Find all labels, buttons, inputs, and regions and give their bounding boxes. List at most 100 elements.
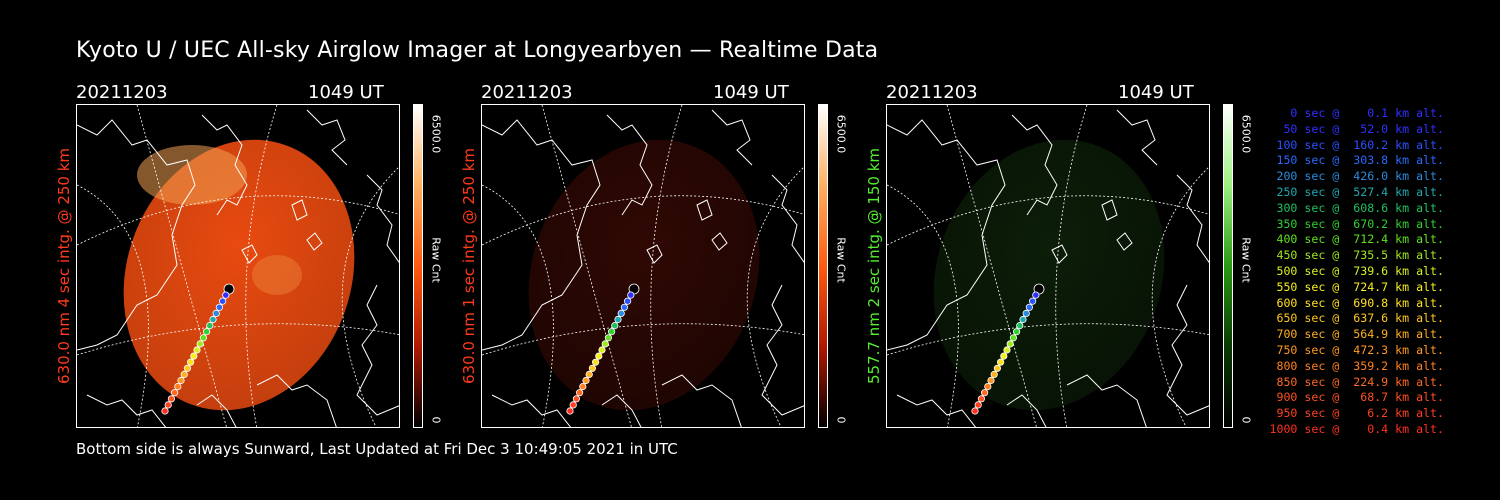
legend-row: 50 sec @ 52.0 km alt. — [1269, 121, 1444, 136]
legend-row: 150 sec @ 303.8 km alt. — [1269, 153, 1444, 168]
trajectory-point — [174, 382, 182, 391]
trajectory-point — [585, 370, 593, 378]
colorbar-max-label: 6500.0 — [429, 114, 443, 154]
panel-date: 20211203 — [886, 82, 978, 103]
trajectory-point — [203, 328, 211, 336]
trajectory-point — [620, 303, 628, 311]
colorbar-min-label-wrap: 0 — [1238, 410, 1254, 430]
map-gridline — [887, 184, 959, 427]
panel-date: 20211203 — [76, 82, 168, 103]
trajectory-point — [608, 328, 616, 336]
map-gridline — [482, 323, 804, 356]
coastline — [291, 199, 308, 221]
legend-row: 950 sec @ 6.2 km alt. — [1269, 406, 1444, 421]
legend-row: 0 sec @ 0.1 km alt. — [1269, 106, 1444, 120]
trajectory-point — [604, 334, 613, 342]
trajectory-point — [617, 309, 625, 317]
trajectory-point — [1029, 297, 1037, 305]
coastline — [1066, 374, 1147, 427]
coastline — [86, 394, 167, 427]
legend-row: 100 sec @ 160.2 km alt. — [1269, 137, 1444, 152]
coastline — [1011, 114, 1058, 216]
legend-row: 400 sec @ 712.4 km alt. — [1269, 232, 1444, 247]
trajectory-point — [981, 389, 989, 397]
trajectory-point — [161, 407, 169, 415]
map-gridline — [482, 195, 804, 246]
panel-ylabel: 630.0 nm 1 sec intg. @ 250 km — [460, 147, 478, 385]
trajectory-point — [566, 407, 574, 415]
trajectory-point — [595, 352, 603, 360]
imager-panel: 20211203 1049 UT 630.0 nm 4 sec intg. @ 25… — [55, 80, 506, 440]
map-gridline — [341, 166, 399, 427]
legend-row: 300 sec @ 608.6 km alt. — [1269, 200, 1444, 215]
colorbar-min-label: 0 — [834, 416, 848, 424]
map-gridline — [746, 166, 804, 427]
trajectory-point — [222, 291, 230, 299]
colorbar-unit-label-wrap: Raw Cnt — [428, 230, 444, 290]
trajectory-point — [196, 340, 204, 348]
coastline — [711, 232, 728, 251]
trajectory-point — [592, 358, 600, 366]
colorbar-max-label: 6500.0 — [1239, 114, 1253, 154]
panel-ylabel-wrap: 557.7 nm 2 sec intg. @ 150 km — [864, 104, 884, 428]
trajectory-point — [1019, 315, 1027, 324]
map-gridline — [541, 105, 632, 427]
panel-time: 1049 UT — [308, 82, 384, 103]
trajectory-point — [1013, 328, 1021, 336]
map-gridline — [946, 105, 1037, 427]
trajectory-point — [212, 309, 220, 317]
colorbar — [818, 104, 828, 428]
map-gridline — [245, 105, 278, 427]
trajectory-point — [614, 315, 622, 324]
footer-status: Bottom side is always Sunward, Last Upda… — [76, 440, 678, 458]
trajectory-point — [588, 364, 597, 372]
map-gridline — [482, 184, 554, 427]
coastline — [1101, 199, 1118, 221]
airglow-sky-disk — [123, 139, 355, 411]
legend-row: 600 sec @ 690.8 km alt. — [1269, 295, 1444, 310]
coastline — [771, 174, 804, 264]
legend-row: 350 sec @ 670.2 km alt. — [1269, 216, 1444, 231]
colorbar-unit-label: Raw Cnt — [429, 237, 443, 283]
trajectory-point — [611, 322, 619, 330]
trajectory-point — [569, 401, 577, 409]
trajectory-point — [572, 395, 581, 403]
trajectory-point — [974, 401, 982, 409]
trajectory-point — [215, 303, 223, 311]
trajectory-point — [209, 315, 217, 324]
legend-row: 750 sec @ 472.3 km alt. — [1269, 342, 1444, 357]
trajectory-point — [984, 382, 992, 391]
coastline — [711, 109, 753, 166]
legend-row: 800 sec @ 359.2 km alt. — [1269, 358, 1444, 373]
colorbar-max-label-wrap: 6500.0 — [1238, 104, 1254, 164]
trajectory-point — [1025, 303, 1033, 311]
coastline — [1166, 284, 1209, 416]
trajectory-point — [167, 395, 176, 403]
allsky-image — [886, 104, 1210, 428]
colorbar-max-label-wrap: 6500.0 — [428, 104, 444, 164]
coastline — [887, 119, 1006, 351]
trajectory-point — [624, 297, 632, 305]
map-gridline — [77, 195, 399, 246]
trajectory-point — [582, 376, 590, 385]
colorbar-max-label-wrap: 6500.0 — [833, 104, 849, 164]
colorbar — [1223, 104, 1233, 428]
legend-row: 550 sec @ 724.7 km alt. — [1269, 279, 1444, 294]
colorbar-max-label: 6500.0 — [834, 114, 848, 154]
page-title: Kyoto U / UEC All-sky Airglow Imager at … — [76, 38, 879, 63]
legend-row: 650 sec @ 637.6 km alt. — [1269, 311, 1444, 326]
trajectory-point — [193, 346, 201, 354]
colorbar-min-label-wrap: 0 — [428, 410, 444, 430]
trajectory-point — [164, 401, 172, 409]
coastline — [256, 374, 337, 427]
trajectory-point — [171, 389, 179, 397]
map-gridline — [136, 105, 227, 427]
trajectory-point — [1000, 352, 1008, 360]
imager-panel: 20211203 1049 UT 557.7 nm 2 sec intg. @ 15… — [865, 80, 1316, 440]
colorbar-unit-label-wrap: Raw Cnt — [1238, 230, 1254, 290]
legend-row: 900 sec @ 68.7 km alt. — [1269, 390, 1444, 405]
trajectory-point — [1016, 322, 1024, 330]
trajectory-point — [206, 322, 214, 330]
trajectory-point — [971, 407, 979, 415]
legend-row: 500 sec @ 739.6 km alt. — [1269, 263, 1444, 278]
